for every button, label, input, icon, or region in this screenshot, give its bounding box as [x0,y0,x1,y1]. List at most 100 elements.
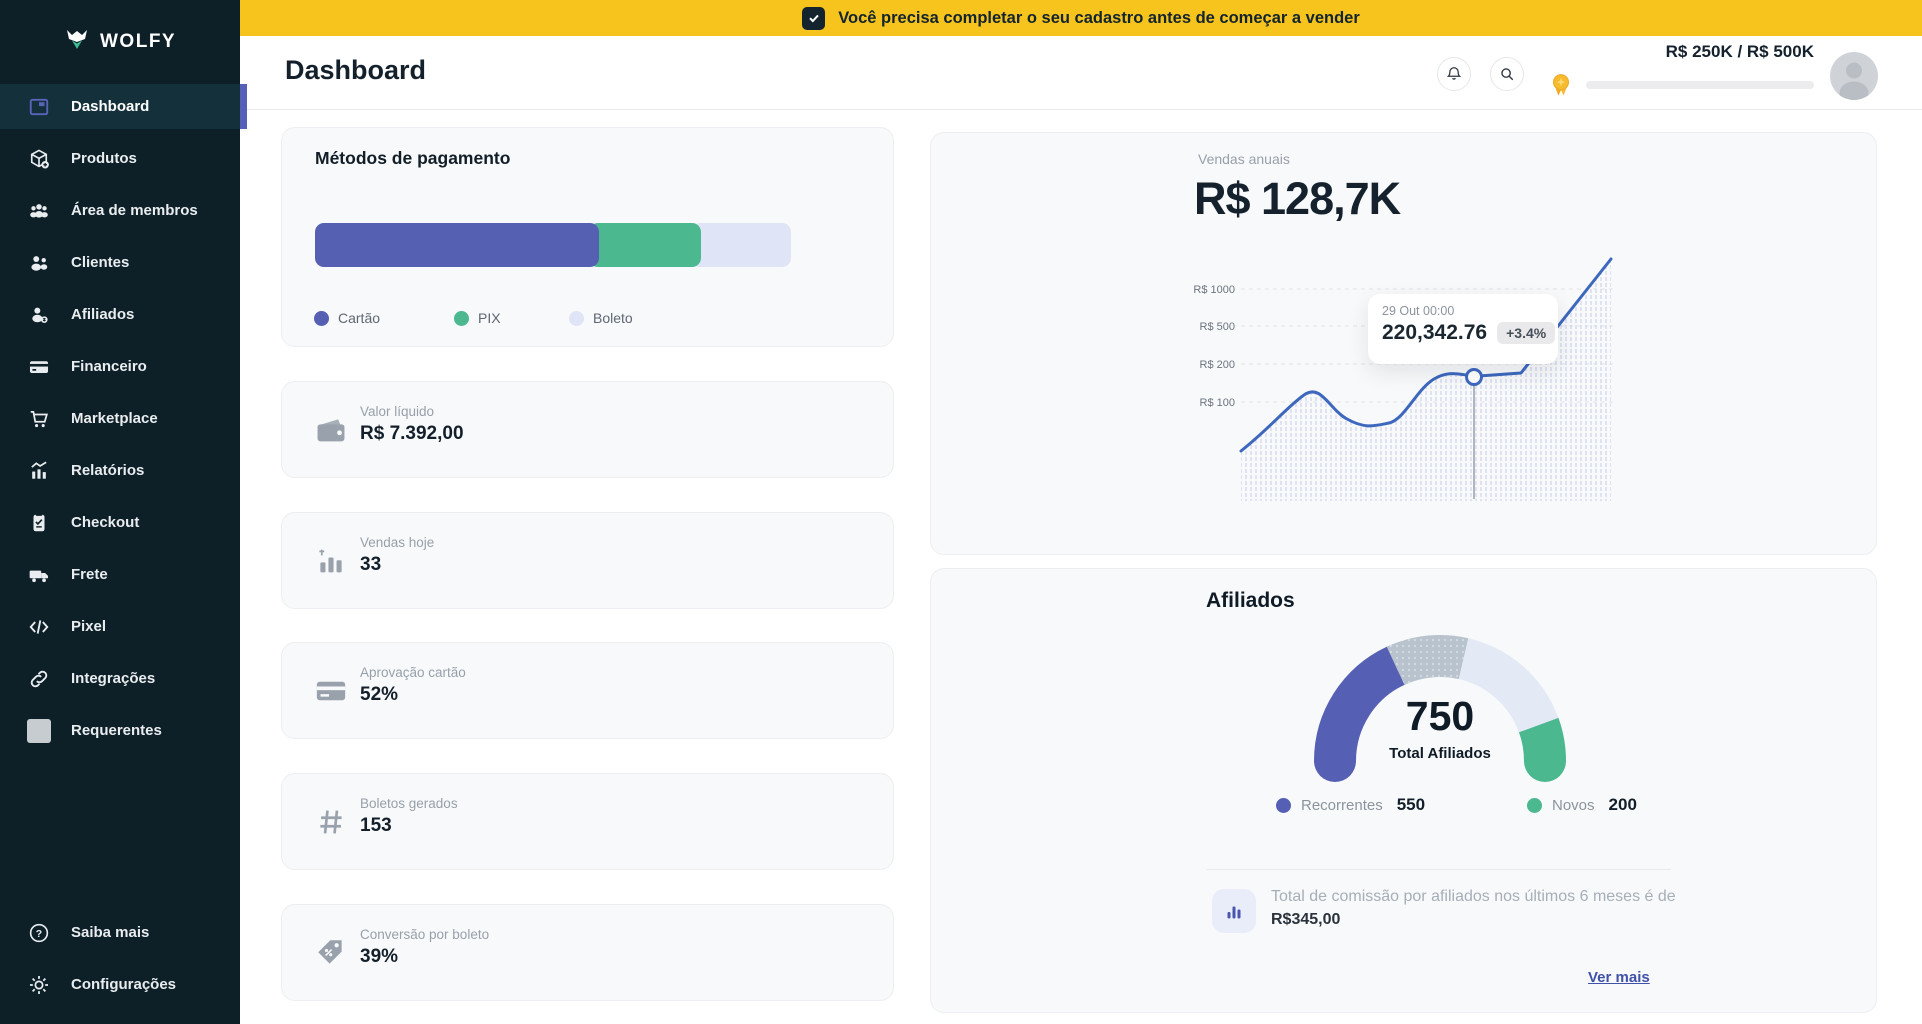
y-tick: R$ 200 [1200,359,1235,371]
members-group-icon [27,199,51,223]
checkbox-check-icon [802,6,826,30]
sidebar-item-clientes[interactable]: Clientes [0,240,240,285]
stat-card-vendas-hoje: Vendas hoje 33 [281,512,894,609]
stat-label: Boletos gerados [360,796,458,811]
stat-label: Vendas hoje [360,535,435,550]
person-silhouette-icon [1839,62,1869,100]
sidebar-item-label: Marketplace [71,410,158,427]
sidebar-item-requerentes[interactable]: Requerentes [0,708,240,753]
stat-value: 33 [360,554,382,575]
sidebar-item-integracoes[interactable]: Integrações [0,656,240,701]
wallet-icon [314,413,348,447]
shopping-cart-icon [27,407,51,431]
stat-value: 153 [360,815,392,836]
sidebar-item-relatorios[interactable]: Relatórios [0,448,240,493]
annual-sales-line-chart: R$ 1000 R$ 500 R$ 200 R$ 100 [1193,257,1613,501]
checkout-clipboard-icon [27,511,51,535]
link-icon [27,667,51,691]
products-box-icon [27,147,51,171]
area-fill [1241,259,1611,501]
sidebar-item-afiliados[interactable]: Afiliados [0,292,240,337]
sidebar-item-label: Relatórios [71,462,145,479]
legend-item-recorrentes: Recorrentes 550 [1276,795,1425,815]
sidebar-item-label: Dashboard [71,98,150,115]
legend-value: 200 [1608,795,1637,814]
legend-dot [569,310,584,326]
highlighted-point-marker[interactable] [1465,368,1483,386]
stat-value: R$ 7.392,00 [360,423,464,444]
page-title: Dashboard [285,55,427,85]
affiliates-person-icon [27,303,51,327]
sidebar-item-label: Clientes [71,254,130,271]
commission-note: Total de comissão por afiliados nos últi… [1271,888,1676,929]
bar-segment-pix [589,223,701,267]
annual-sales-card: Vendas anuais R$ 128,7K R$ 1000 R$ 500 R… [930,132,1877,555]
sidebar-item-configuracoes[interactable]: Configurações [0,962,240,1007]
legend-label: Boleto [593,310,633,326]
sidebar: WOLFY Dashboard Produtos Área de membros [0,0,247,1024]
annual-sales-total: R$ 128,7K [1194,173,1401,224]
tooltip-value: 220,342.76 [1382,321,1488,344]
see-more-link[interactable]: Ver mais [1588,969,1650,986]
sales-line [1239,257,1613,453]
stat-card-aprovacao-cartao: Aprovação cartão 52% [281,642,894,739]
sidebar-item-label: Área de membros [71,202,198,219]
y-tick: R$ 500 [1200,321,1235,333]
legend-item-cartao: Cartão [314,310,380,326]
sidebar-item-label: Pixel [71,618,107,635]
card-title: Vendas anuais [1198,151,1290,167]
truck-icon [27,563,51,587]
credit-card-icon [314,674,348,708]
stat-label: Valor líquido [360,404,435,419]
brand-name: WOLFY [100,31,177,52]
sidebar-item-frete[interactable]: Frete [0,552,240,597]
stat-card-valor-liquido: Valor líquido R$ 7.392,00 [281,381,894,478]
legend-label: Cartão [338,310,381,326]
card-title: Métodos de pagamento [315,148,511,168]
legend-dot [314,310,329,326]
legend-item-boleto: Boleto [569,310,633,326]
sidebar-item-pixel[interactable]: Pixel [0,604,240,649]
sidebar-item-produtos[interactable]: Produtos [0,136,240,181]
code-icon [27,615,51,639]
legend-label: Recorrentes [1301,796,1383,814]
bell-icon [1446,67,1462,80]
affiliates-gauge-chart [1314,635,1567,782]
search-button[interactable] [1490,57,1524,91]
commission-note-value: R$345,00 [1271,911,1341,928]
sidebar-item-dashboard[interactable]: Dashboard [0,84,247,129]
legend-dot [454,310,469,326]
notifications-button[interactable] [1437,57,1471,91]
sidebar-item-checkout[interactable]: Checkout [0,500,240,545]
legend-value: 550 [1396,795,1426,814]
brand-logo[interactable]: WOLFY [0,0,240,62]
bar-segment-boleto [691,223,791,267]
stat-value: 52% [360,684,399,705]
search-icon [1501,68,1514,81]
discount-tag-icon [314,936,348,970]
y-tick: R$ 100 [1200,397,1235,409]
sidebar-item-marketplace[interactable]: Marketplace [0,396,240,441]
sidebar-item-label: Checkout [71,514,140,531]
legend-item-pix: PIX [454,310,501,326]
gauge-segment-recorrentes [1314,644,1417,782]
avatar[interactable] [1830,52,1878,100]
commission-bars-icon [1212,889,1256,933]
medal-badge-icon [1548,72,1574,107]
hash-icon [314,805,348,839]
affiliates-total-label: Total Afiliados [1389,745,1491,762]
sidebar-item-label: Integrações [71,670,156,687]
sidebar-item-area-de-membros[interactable]: Área de membros [0,188,240,233]
stat-label: Aprovação cartão [360,665,466,680]
legend-label: Novos [1552,796,1595,814]
sidebar-item-saiba-mais[interactable]: ? Saiba mais [0,910,240,955]
gauge-segment-dotted [1386,635,1469,686]
bar-segment-cartao [315,223,599,267]
gear-icon [27,973,51,997]
sidebar-item-financeiro[interactable]: Financeiro [0,344,240,389]
clients-icon [27,251,51,275]
sidebar-footer: ? Saiba mais Configurações [0,910,240,1014]
banner-message: Você precisa completar o seu cadastro an… [838,8,1360,27]
affiliates-total: 750 [1405,693,1475,739]
